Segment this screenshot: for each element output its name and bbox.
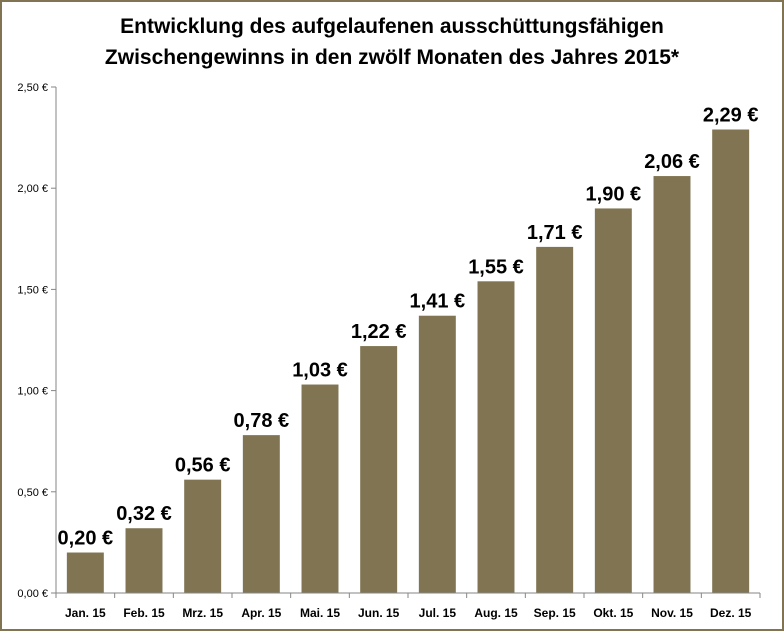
data-label: 2,29 €: [703, 105, 759, 127]
bar: [242, 435, 280, 593]
x-axis: Jan. 15 Feb. 15 Mrz. 15 Apr. 15 Mai. 15 Jun. …: [55, 592, 761, 620]
data-label: 0,20 €: [58, 528, 114, 550]
y-tick-label: 1,00 €: [17, 386, 48, 398]
bar: [653, 176, 691, 593]
chart-title-line-2: Zwischengewinns in den zwölf Monaten des…: [105, 46, 680, 69]
bar: [712, 129, 750, 593]
bar: [184, 479, 222, 593]
data-label: 1,41 €: [410, 291, 466, 313]
x-tick-label: Mrz. 15: [182, 606, 223, 620]
y-tick-label: 2,50 €: [17, 82, 48, 94]
bar: [594, 208, 632, 593]
x-tick-label: Nov. 15: [651, 606, 693, 620]
data-label: 2,06 €: [644, 151, 700, 173]
bars: [66, 129, 750, 593]
data-labels: 0,20 €0,32 € 0,56 € 0,78 € 1,03 €1,22 €1,41…: [58, 105, 759, 550]
bar: [125, 528, 163, 593]
data-label: 1,03 €: [292, 360, 348, 382]
y-tick-label: 0,50 €: [17, 487, 48, 499]
data-label: 0,32 €: [116, 503, 172, 525]
x-tick-label: Mai. 15: [300, 606, 340, 620]
chart-title-line-1: Entwicklung des aufgelaufenen ausschüttu…: [120, 15, 664, 38]
data-label: 0,56 €: [175, 455, 231, 477]
data-label: 0,78 €: [234, 410, 290, 432]
y-tick-label: 1,50 €: [17, 284, 48, 296]
y-tick-label: 2,00 €: [17, 183, 48, 195]
x-tick-label: Dez. 15: [710, 606, 752, 620]
chart-title: Entwicklung des aufgelaufenen ausschüttu…: [105, 15, 680, 69]
x-tick-label: Jul. 15: [419, 606, 457, 620]
bar: [536, 246, 574, 593]
x-tick-label: Aug. 15: [474, 606, 518, 620]
x-tick-label: Apr. 15: [241, 606, 281, 620]
data-label: 1,90 €: [586, 183, 642, 205]
bar: [418, 315, 456, 593]
x-tick-label: Feb. 15: [123, 606, 165, 620]
y-tick-label: 0,00 €: [17, 588, 48, 600]
y-axis: 0,00 € 0,50 € 1,00 € 1,50 € 2,00 € 2,50 €: [17, 82, 57, 600]
data-label: 1,71 €: [527, 222, 583, 244]
x-tick-label: Sep. 15: [534, 606, 576, 620]
bar: [301, 384, 339, 593]
data-label: 1,22 €: [351, 321, 407, 343]
x-tick-label: Jun. 15: [358, 606, 400, 620]
bar: [360, 346, 398, 593]
x-tick-label: Jan. 15: [65, 606, 106, 620]
bar: [66, 552, 104, 593]
x-tick-label: Okt. 15: [593, 606, 633, 620]
bar: [477, 281, 515, 593]
data-label: 1,55 €: [468, 256, 524, 278]
